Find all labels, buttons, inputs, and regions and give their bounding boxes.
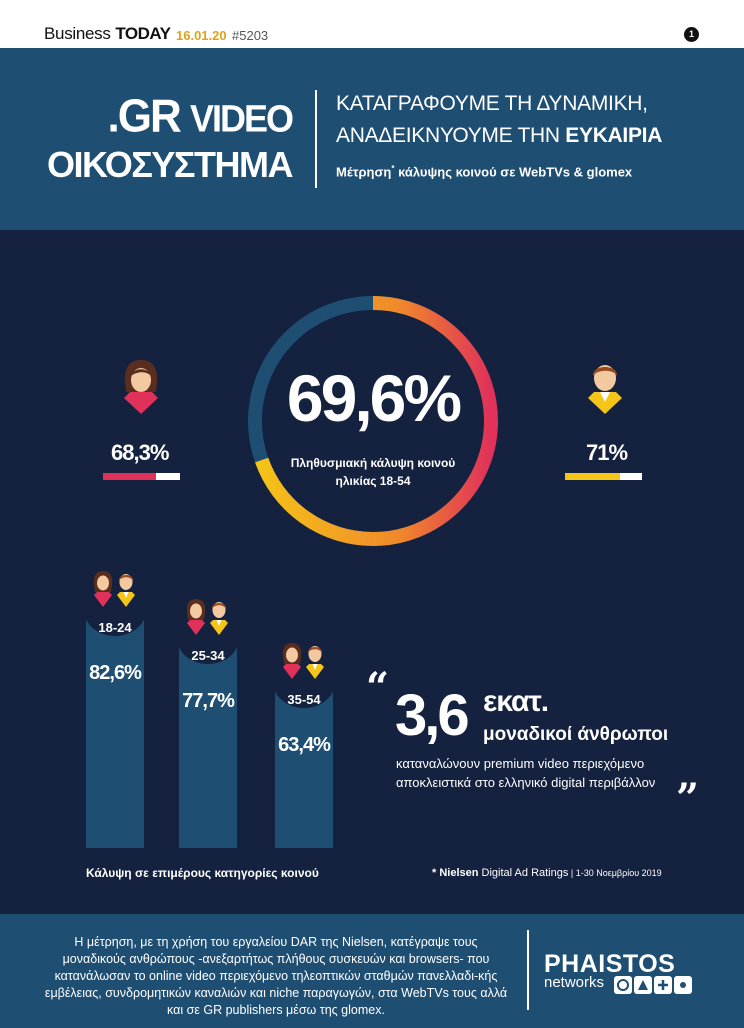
age-group-coverage-value: 82,6% <box>89 662 142 684</box>
disc-glyph-1-mark <box>617 979 629 991</box>
age-groups-caption: Κάλυψη σε επιμέρους κατηγορίες κοινού <box>86 866 319 880</box>
footer-divider <box>527 930 529 1010</box>
quote-unit: εκατ. <box>483 685 549 718</box>
title-video: VIDEO <box>189 97 294 141</box>
coverage-caption: Πληθυσμιακή κάλυψη κοινού ηλικίας 18-54 <box>262 454 484 490</box>
footnote-source-rest: Digital Ad Ratings <box>478 867 569 879</box>
age-group-column <box>179 644 237 848</box>
tagline-line-2-start: ΑΝΑΔΕΙΚΝΥΟΥΜΕ ΤΗΝ <box>336 124 560 147</box>
men-coverage-value: 71% <box>586 440 628 465</box>
tagline-line-2: ΑΝΑΔΕΙΚΝΥΟΥΜΕ ΤΗΝ ΕΥΚΑΙΡΙΑ <box>336 124 662 148</box>
footnote-period: | 1-30 Νοεμβρίου 2019 <box>568 868 662 878</box>
issue-date: 16.01.20 <box>176 28 227 43</box>
footer-band: Η μέτρηση, με τη χρήση του εργαλείου DAR… <box>0 914 744 1028</box>
men-coverage-fill <box>565 473 620 480</box>
disc-glyph-2-mark <box>638 980 648 990</box>
age-group-column <box>86 616 144 848</box>
subtitle: Μέτρηση* κάλυψης κοινού σε WebTVs & glom… <box>336 164 632 179</box>
age-group-label: 18-24 <box>98 620 132 635</box>
title-gr: .GR <box>107 90 182 143</box>
brand-light: Business <box>44 24 111 43</box>
footnote-star: * <box>432 867 437 879</box>
tagline-line-2-emphasis: ΕΥΚΑΙΡΙΑ <box>565 124 663 147</box>
age-group-coverage-value: 63,4% <box>278 734 331 756</box>
age-group-column-head <box>177 612 239 664</box>
tagline-line-1: ΚΑΤΑΓΡΑΦΟΥΜΕ ΤΗ ΔΥΝΑΜΙΚΗ, <box>336 92 648 115</box>
disc-glyph-3-mark <box>658 980 668 990</box>
coverage-caption-line-2: ηλικίας 18-54 <box>335 474 411 488</box>
brand-bold: TODAY <box>115 24 171 43</box>
donut-arc <box>248 296 498 546</box>
women-coverage-fill <box>103 473 156 480</box>
man-icon <box>588 365 622 414</box>
age-group-column-head <box>273 656 335 708</box>
subtitle-start: Μέτρηση <box>336 164 392 180</box>
men-coverage-bar <box>565 473 642 480</box>
source-footnote: * Nielsen Digital Ad Ratings | 1-30 Νοεμ… <box>432 867 662 879</box>
quote-open-mark: “ <box>366 664 390 711</box>
main-panel: 69,6% Πληθυσμιακή κάλυψη κοινού ηλικίας … <box>0 230 744 914</box>
couple-icon <box>186 599 228 635</box>
couple-icon <box>282 643 324 679</box>
coverage-donut <box>248 296 498 546</box>
methodology-text: Η μέτρηση, με τη χρήση του εργαλείου DAR… <box>44 935 508 1017</box>
phaistos-logo-sub: networks <box>544 974 605 991</box>
quote-line-3: αποκλειστικά στο ελληνικό digital περιβά… <box>396 775 656 790</box>
issue-number: #5203 <box>232 28 269 43</box>
brand-logo: Business TODAY <box>44 24 171 44</box>
subtitle-star: * <box>391 164 395 173</box>
quote-number: 3,6 <box>395 683 470 748</box>
title-line-1: .GR VIDEO <box>107 90 295 144</box>
age-group-label: 25-34 <box>191 648 225 663</box>
women-coverage-value: 68,3% <box>111 440 169 465</box>
coverage-caption-line-1: Πληθυσμιακή κάλυψη κοινού <box>290 456 456 470</box>
age-group-coverage-value: 77,7% <box>182 690 235 712</box>
quote-line-2: καταναλώνουν premium video περιεχόμενο <box>396 756 645 771</box>
disc-glyph-4-mark <box>680 982 686 988</box>
age-group-label: 35-54 <box>287 692 321 707</box>
age-group-column <box>275 688 333 848</box>
page-number-badge: 1 <box>684 27 699 42</box>
header-divider <box>315 90 317 188</box>
quote-close-mark: ” <box>676 775 700 822</box>
header-band: .GR VIDEO ΟΙΚΟΣΥΣΤΗΜΑ ΚΑΤΑΓΡΑΦΟΥΜΕ ΤΗ ΔΥ… <box>0 48 744 230</box>
coverage-value: 69,6% <box>286 361 462 435</box>
quote-line-1: μοναδικοί άνθρωποι <box>483 724 669 745</box>
couple-icon <box>93 571 135 607</box>
title-line-2: ΟΙΚΟΣΥΣΤΗΜΑ <box>46 144 294 185</box>
subtitle-end: κάλυψης κοινού σε WebTVs & glomex <box>394 164 633 180</box>
disc-glyph-1 <box>614 976 632 994</box>
footnote-source: Nielsen <box>439 867 479 879</box>
phaistos-logo-name: PHAISTOS <box>544 950 676 978</box>
women-coverage-bar <box>103 473 180 480</box>
age-group-column-head <box>84 584 146 636</box>
top-strip: Business TODAY 16.01.20 #5203 1 <box>0 0 744 48</box>
phaistos-disc-icons <box>614 976 692 994</box>
woman-icon <box>124 360 158 414</box>
